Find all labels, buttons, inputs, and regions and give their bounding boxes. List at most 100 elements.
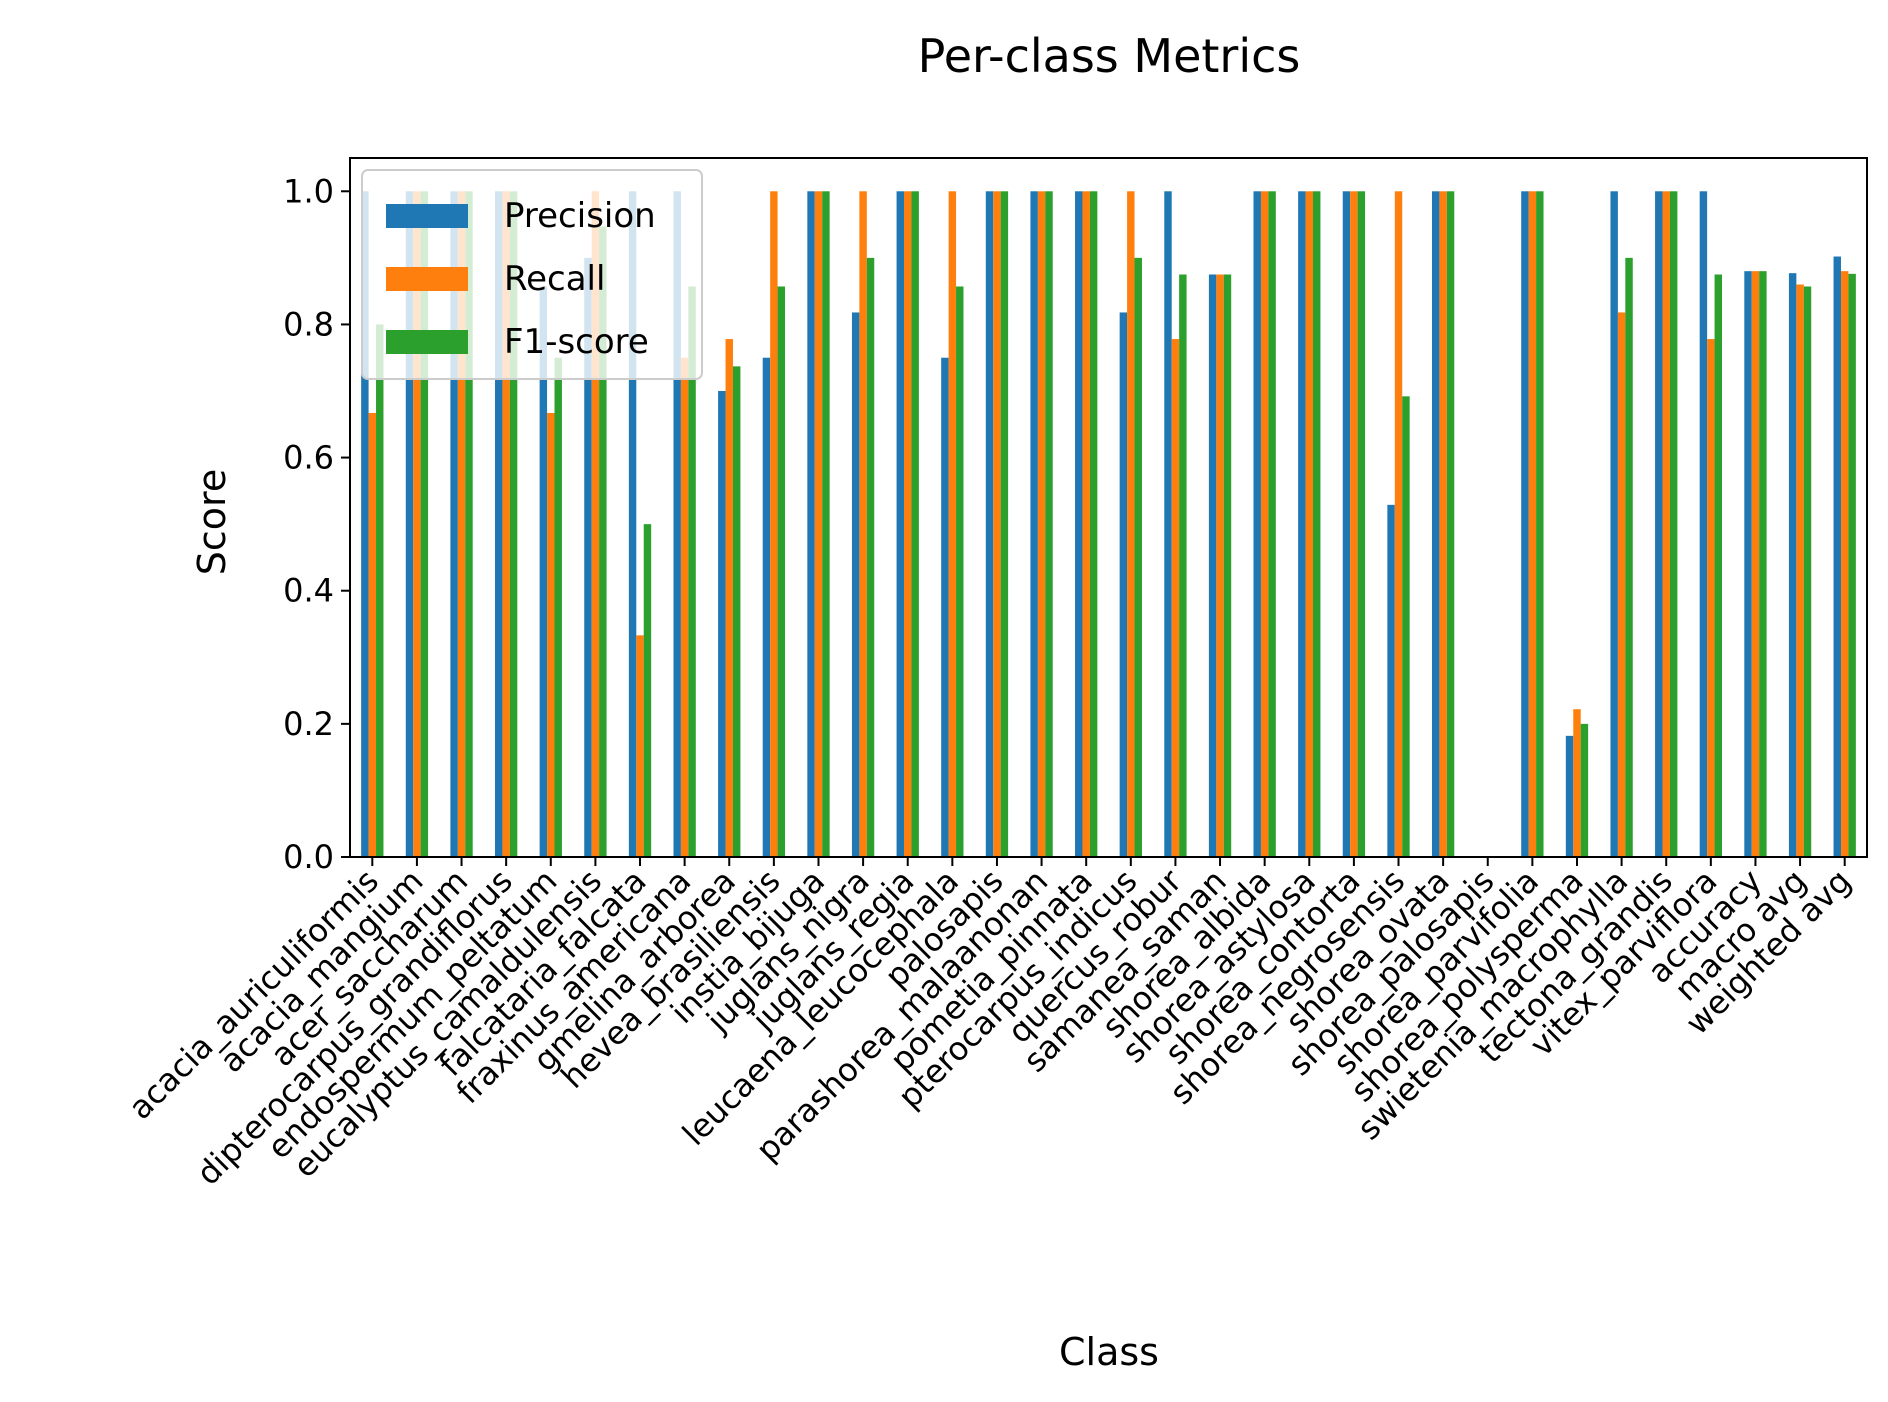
y-tick-label: 1.0 xyxy=(283,172,334,210)
bar-f1-score-22 xyxy=(1357,191,1366,858)
bar-recall-4 xyxy=(547,412,555,857)
bar-precision-20 xyxy=(1253,191,1261,858)
bar-f1-score-12 xyxy=(911,191,919,858)
bar-precision-14 xyxy=(985,191,994,858)
bar-f1-score-15 xyxy=(1045,191,1053,858)
chart-title: Per-class Metrics xyxy=(918,29,1301,83)
bar-recall-11 xyxy=(859,191,867,858)
bar-f1-score-28 xyxy=(1625,257,1633,857)
bar-recall-30 xyxy=(1707,339,1715,857)
bar-recall-13 xyxy=(948,191,957,858)
bar-recall-19 xyxy=(1216,274,1224,857)
y-tick-label: 0.4 xyxy=(283,572,334,610)
bar-f1-score-33 xyxy=(1848,273,1856,858)
bar-f1-score-9 xyxy=(777,286,786,858)
bar-recall-0 xyxy=(368,412,377,857)
bar-f1-score-24 xyxy=(1446,191,1455,858)
bar-precision-13 xyxy=(941,357,949,857)
bar-f1-score-23 xyxy=(1402,396,1410,857)
bar-precision-2 xyxy=(450,191,458,858)
bar-f1-score-31 xyxy=(1759,271,1767,857)
bar-precision-8 xyxy=(718,391,726,857)
y-tick-label: 0.6 xyxy=(283,439,334,477)
y-tick-label: 0.8 xyxy=(283,305,334,343)
bar-recall-20 xyxy=(1260,191,1269,858)
bar-precision-19 xyxy=(1208,274,1217,857)
legend-label: F1-score xyxy=(504,322,649,362)
bar-recall-10 xyxy=(814,191,823,858)
bar-precision-3 xyxy=(495,191,503,858)
bar-recall-9 xyxy=(770,191,778,858)
bar-recall-24 xyxy=(1439,191,1447,858)
bar-f1-score-4 xyxy=(554,357,562,857)
bar-f1-score-1 xyxy=(420,191,429,858)
bar-f1-score-19 xyxy=(1223,274,1232,857)
legend-swatch-recall xyxy=(386,267,468,291)
bar-precision-0 xyxy=(361,191,369,858)
bar-recall-27 xyxy=(1573,709,1581,857)
bar-precision-7 xyxy=(673,191,681,858)
bar-recall-21 xyxy=(1305,191,1313,858)
bar-recall-6 xyxy=(636,635,644,857)
bar-precision-9 xyxy=(762,357,771,857)
bar-precision-24 xyxy=(1431,191,1440,858)
bar-recall-14 xyxy=(993,191,1001,858)
bar-recall-12 xyxy=(904,191,912,858)
bar-precision-11 xyxy=(851,312,860,857)
bar-precision-15 xyxy=(1030,191,1038,858)
bars-layer xyxy=(361,191,1856,858)
bar-f1-score-14 xyxy=(1000,191,1009,858)
bar-recall-3 xyxy=(502,191,510,858)
bar-f1-score-7 xyxy=(688,286,696,858)
bar-f1-score-13 xyxy=(956,286,964,858)
legend: Precision Recall F1-score xyxy=(361,169,703,380)
legend-swatch-precision xyxy=(386,204,468,228)
bar-f1-score-3 xyxy=(509,191,518,858)
bar-recall-8 xyxy=(725,339,733,857)
bar-f1-score-17 xyxy=(1134,257,1142,857)
plot-frame xyxy=(349,157,1868,858)
bar-recall-16 xyxy=(1082,191,1090,858)
bar-precision-21 xyxy=(1298,191,1306,858)
bar-precision-12 xyxy=(896,191,905,858)
bar-f1-score-6 xyxy=(643,524,652,857)
bar-precision-6 xyxy=(628,191,637,858)
y-axis-title: Score xyxy=(190,469,234,575)
bar-recall-17 xyxy=(1127,191,1135,858)
bar-recall-32 xyxy=(1796,284,1804,857)
bar-precision-1 xyxy=(405,191,414,858)
bar-precision-33 xyxy=(1833,256,1841,857)
x-axis-title: Class xyxy=(1059,1330,1159,1374)
bar-f1-score-10 xyxy=(822,191,830,858)
bar-recall-15 xyxy=(1037,191,1046,858)
legend-label: Precision xyxy=(504,196,656,236)
bar-recall-5 xyxy=(591,191,600,858)
bar-precision-32 xyxy=(1788,273,1797,857)
bar-precision-28 xyxy=(1610,191,1618,858)
bar-recall-31 xyxy=(1751,271,1760,857)
bar-f1-score-30 xyxy=(1714,274,1722,857)
bar-f1-score-32 xyxy=(1803,286,1812,858)
bar-f1-score-29 xyxy=(1669,191,1678,858)
bar-precision-29 xyxy=(1655,191,1663,858)
bar-precision-30 xyxy=(1699,191,1708,858)
bar-recall-7 xyxy=(680,357,689,857)
bar-precision-5 xyxy=(584,257,592,857)
bar-recall-2 xyxy=(457,191,466,858)
bar-f1-score-20 xyxy=(1268,191,1276,858)
bar-recall-29 xyxy=(1662,191,1670,858)
bar-recall-1 xyxy=(413,191,421,858)
bar-precision-22 xyxy=(1342,191,1351,858)
bar-recall-26 xyxy=(1528,191,1537,858)
bar-f1-score-2 xyxy=(465,191,473,858)
bar-recall-22 xyxy=(1350,191,1358,858)
bar-f1-score-0 xyxy=(376,324,384,857)
bar-recall-18 xyxy=(1171,339,1180,857)
bar-f1-score-8 xyxy=(732,366,741,857)
y-tick-label: 0.2 xyxy=(283,705,334,743)
bar-f1-score-16 xyxy=(1089,191,1098,858)
bar-f1-score-18 xyxy=(1179,274,1187,857)
bar-recall-28 xyxy=(1617,312,1626,857)
bar-f1-score-5 xyxy=(599,226,607,857)
